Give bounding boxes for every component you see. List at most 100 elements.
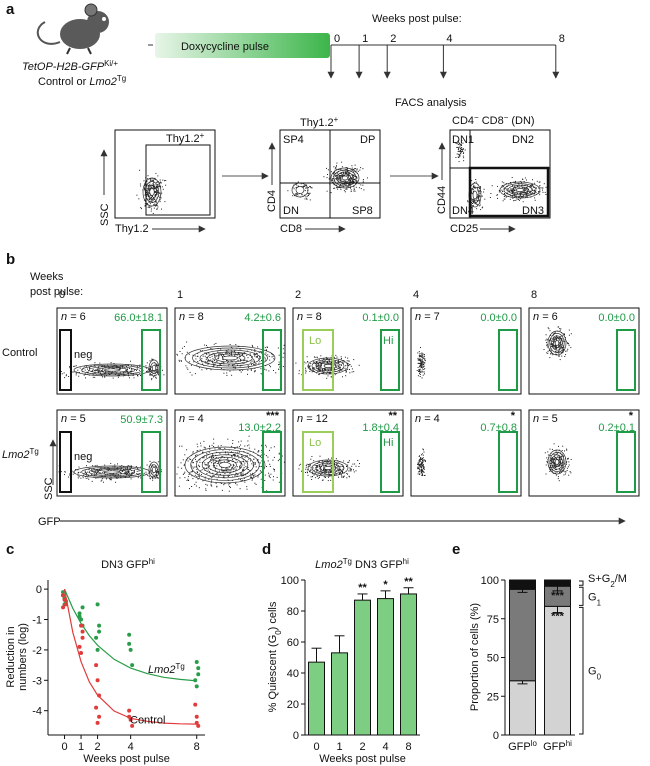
event-dot — [156, 185, 158, 187]
event-dot — [559, 456, 561, 458]
event-dot — [538, 181, 540, 183]
event-dot — [352, 176, 353, 178]
event-dot — [237, 359, 239, 361]
event-dot — [255, 470, 257, 471]
neg-gate — [59, 431, 72, 493]
event-dot — [420, 457, 422, 459]
event-dot — [305, 187, 307, 189]
contour — [330, 167, 360, 189]
event-dot — [69, 473, 71, 475]
data-point — [62, 597, 67, 602]
event-dot — [155, 368, 157, 370]
event-dot — [211, 457, 212, 459]
event-dot — [354, 168, 356, 170]
event-dot — [307, 193, 309, 195]
bar — [308, 661, 325, 736]
event-dot — [108, 468, 110, 470]
event-dot — [563, 468, 565, 470]
facs-frame — [56, 409, 168, 497]
event-dot — [206, 344, 207, 346]
event-dot — [561, 466, 563, 468]
event-dot — [273, 476, 274, 478]
event-dot — [282, 366, 284, 367]
bar — [331, 652, 348, 736]
event-dot — [351, 177, 353, 179]
data-point — [94, 663, 99, 668]
event-dot — [351, 371, 353, 373]
event-dot — [551, 470, 553, 472]
event-dot — [149, 196, 151, 198]
event-dot — [501, 189, 503, 191]
event-dot — [557, 476, 559, 478]
event-dot — [559, 338, 561, 340]
event-dot — [345, 370, 347, 372]
event-dot — [218, 355, 220, 357]
event-dot — [418, 369, 420, 370]
event-dot — [418, 460, 420, 462]
n-label: n = 8 — [179, 311, 204, 323]
event-dot — [108, 373, 110, 375]
gfp-hi-percent: 50.9±7.3 — [120, 414, 163, 426]
event-dot — [238, 441, 240, 443]
event-dot — [239, 461, 241, 463]
event-dot — [313, 469, 315, 471]
event-dot — [552, 345, 554, 347]
event-dot — [235, 472, 237, 474]
gfp-hi-percent: 4.2±0.6 — [244, 312, 281, 324]
event-dot — [103, 472, 105, 474]
fit-curve — [63, 588, 197, 725]
event-dot — [458, 153, 459, 155]
event-dot — [566, 449, 568, 451]
gfp-hi-percent: 0.7±0.8 — [480, 422, 517, 434]
event-dot — [340, 364, 342, 365]
event-dot — [552, 354, 554, 356]
event-dot — [343, 475, 345, 477]
event-dot — [242, 479, 244, 481]
event-dot — [238, 357, 240, 359]
event-dot — [460, 151, 462, 153]
event-dot — [128, 368, 130, 369]
event-dot — [555, 348, 557, 350]
event-dot — [530, 190, 531, 192]
quadrant-label: DN3 — [522, 205, 544, 217]
event-dot — [471, 192, 473, 194]
event-dot — [155, 365, 157, 367]
event-dot — [251, 463, 253, 465]
event-dot — [177, 466, 179, 468]
event-dot — [210, 348, 212, 349]
data-point — [79, 617, 84, 622]
event-dot — [347, 168, 348, 170]
event-dot — [207, 467, 209, 469]
event-dot — [303, 194, 305, 196]
event-dot — [326, 190, 328, 192]
event-dot — [149, 367, 151, 369]
event-dot — [337, 179, 339, 181]
event-dot — [558, 355, 560, 357]
event-dot — [261, 465, 263, 467]
event-dot — [558, 352, 560, 354]
event-dot — [457, 140, 459, 142]
event-dot — [554, 351, 556, 352]
event-dot — [269, 449, 270, 451]
event-dot — [340, 470, 342, 472]
event-dot — [92, 470, 94, 472]
event-dot — [266, 346, 268, 348]
event-dot — [420, 459, 422, 460]
event-dot — [265, 446, 267, 448]
event-dot — [532, 179, 533, 181]
event-dot — [422, 465, 424, 467]
event-dot — [237, 451, 239, 453]
event-dot — [108, 367, 110, 369]
event-dot — [151, 358, 153, 360]
event-dot — [222, 356, 223, 358]
event-dot — [354, 175, 356, 177]
event-dot — [349, 467, 351, 469]
event-dot — [329, 470, 331, 472]
event-dot — [237, 352, 239, 354]
event-dot — [316, 362, 317, 363]
event-dot — [354, 463, 356, 465]
event-dot — [563, 333, 565, 334]
event-dot — [314, 367, 316, 369]
event-dot — [567, 466, 569, 468]
event-dot — [308, 365, 310, 367]
